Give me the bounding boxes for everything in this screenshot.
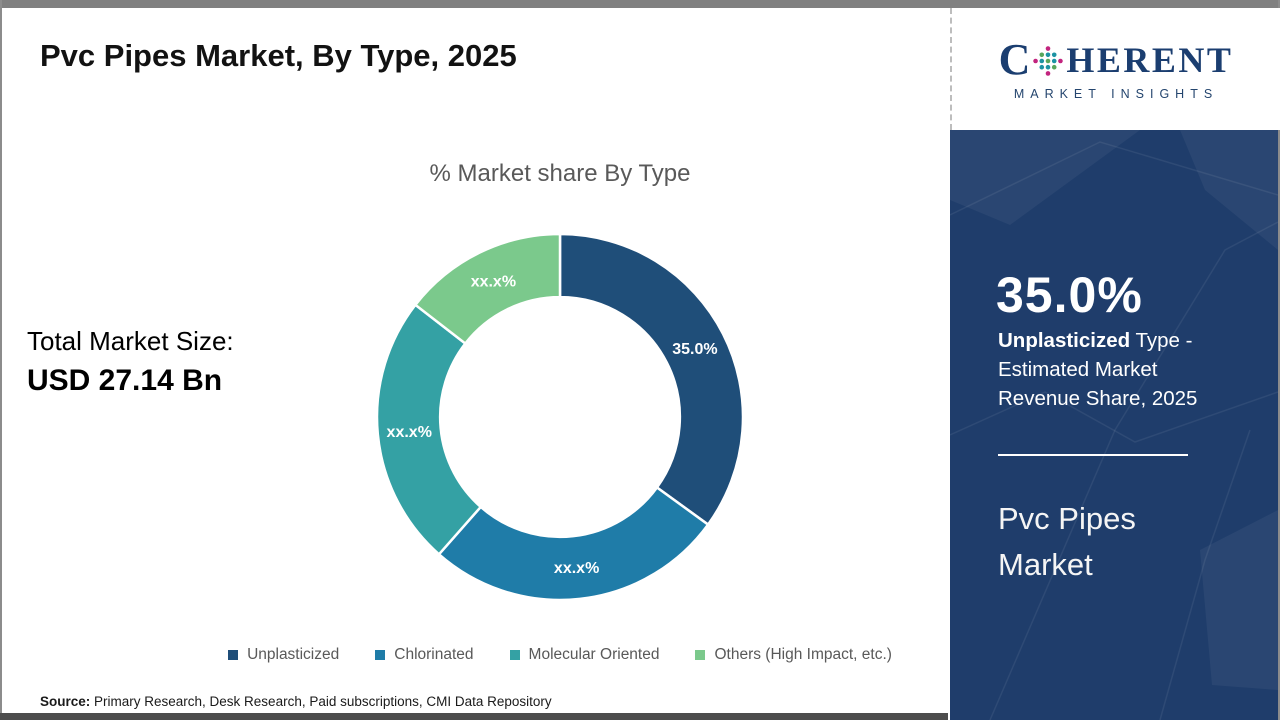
highlight-percentage: 35.0% (996, 267, 1143, 323)
world-map-texture (950, 130, 1278, 720)
donut-slice-3 (413, 232, 562, 346)
total-market-size-label: Total Market Size: (27, 326, 234, 356)
brand-letter-c: C (998, 34, 1031, 84)
donut-slice-2 (375, 303, 483, 557)
frame-bottom-bar (0, 713, 948, 720)
divider-line (998, 454, 1188, 456)
legend-marker-icon (375, 650, 386, 660)
donut-slice-label: xx.x% (471, 274, 516, 291)
donut-slice-1 (437, 485, 710, 602)
frame-right-bar (1278, 0, 1280, 720)
legend-item: Chlorinated (375, 646, 474, 664)
highlight-description-rest: Type - Estimated Market Revenue Share, 2… (998, 329, 1198, 410)
donut-chart: 35.0% xx.x% xx.x% xx.x% (375, 232, 745, 602)
legend-label: Molecular Oriented (528, 646, 660, 663)
chart-legend: Unplasticized Chlorinated Molecular Orient… (150, 646, 970, 664)
brand-logo: C HERENT MARKET INSIGHTS (950, 8, 1280, 130)
legend-marker-icon (695, 650, 706, 660)
brand-tagline: MARKET INSIGHTS (1013, 86, 1219, 101)
legend-item: Unplasticized (228, 646, 339, 664)
highlight-description-bold: Unplasticized (998, 329, 1131, 352)
legend-label: Unplasticized (247, 646, 340, 663)
highlight-description: Unplasticized Type - Estimated Market Re… (998, 326, 1213, 413)
total-market-size-block: Total Market Size: USD 27.14 Bn (27, 326, 234, 398)
frame-left-bar (0, 0, 2, 720)
legend-marker-icon (509, 650, 520, 660)
donut-slice-label: xx.x% (554, 560, 599, 577)
highlight-sidebar: 35.0% Unplasticized Type - Estimated Mar… (950, 130, 1278, 720)
sidebar-market-title: Pvc Pipes Market (998, 501, 1136, 582)
page-title: Pvc Pipes Market, By Type, 2025 (40, 38, 517, 73)
source-label: Source: (40, 694, 91, 709)
legend-item: Others (High Impact, etc.) (695, 646, 892, 664)
brand-logo-wordmark: C HERENT (998, 34, 1234, 84)
donut-slice-0 (558, 232, 745, 527)
donut-slice-label: xx.x% (387, 424, 432, 441)
coherent-globe-icon (1033, 45, 1064, 76)
chart-title: % Market share By Type (429, 160, 691, 187)
legend-label: Others (High Impact, etc.) (714, 646, 892, 663)
frame-top-bar (0, 0, 1280, 8)
brand-letters-rest: HERENT (1066, 39, 1234, 80)
legend-label: Chlorinated (394, 646, 474, 663)
donut-slice-label: 35.0% (672, 341, 717, 358)
total-market-size-value: USD 27.14 Bn (27, 364, 223, 397)
legend-item: Molecular Oriented (509, 646, 660, 664)
source-text: Primary Research, Desk Research, Paid su… (90, 694, 552, 709)
legend-marker-icon (228, 650, 239, 660)
source-line: Source: Primary Research, Desk Research,… (40, 694, 552, 709)
